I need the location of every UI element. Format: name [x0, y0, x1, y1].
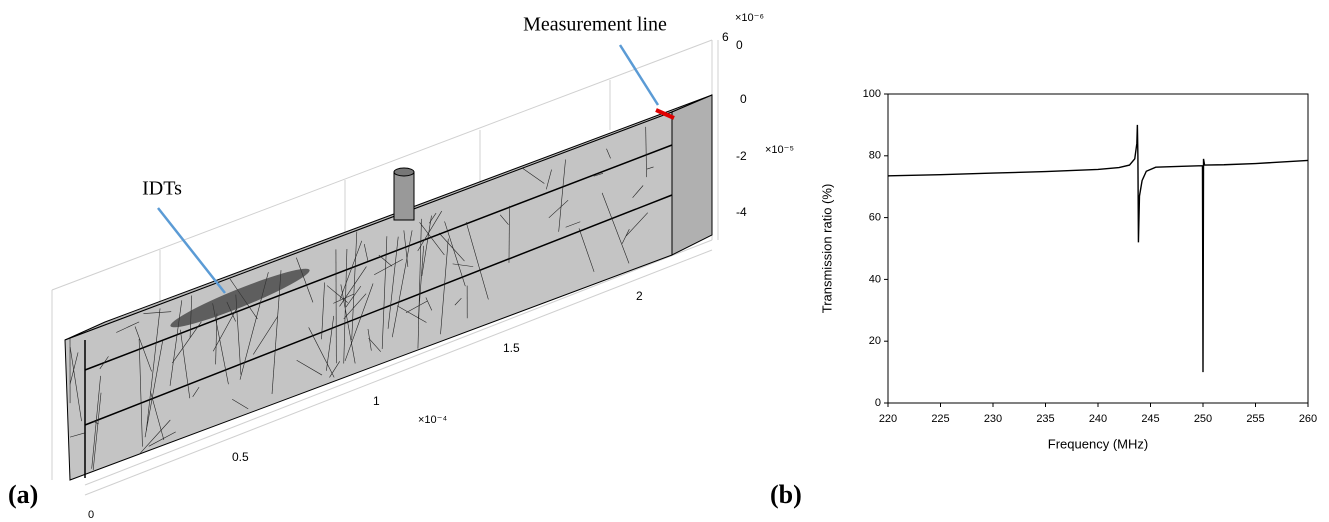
y-tick-label: 100 — [863, 88, 881, 100]
y-tick-label: 40 — [869, 273, 881, 285]
tick-label: 2 — [636, 289, 643, 303]
tick-label: 0 — [736, 38, 743, 52]
tick-label: 0 — [88, 509, 94, 521]
axis-multiplier: ×10⁻⁶ — [735, 12, 764, 24]
axis-multiplier: ×10⁻⁵ — [765, 144, 794, 156]
annotation: IDTs — [142, 178, 182, 200]
tick-label: -4 — [736, 205, 747, 219]
panel-label: (b) — [770, 480, 802, 509]
x-tick-label: 260 — [1299, 413, 1317, 425]
y-tick-label: 60 — [869, 212, 881, 224]
y-tick-label: 20 — [869, 335, 881, 347]
x-tick-label: 240 — [1089, 413, 1107, 425]
tick-label: 1.5 — [503, 341, 520, 355]
mesh-block — [64, 94, 713, 481]
y-tick-label: 80 — [869, 150, 881, 162]
tick-label: -2 — [736, 149, 747, 163]
data-line — [887, 124, 1309, 373]
x-tick-label: 245 — [1141, 413, 1159, 425]
tick-label: 0.5 — [232, 450, 249, 464]
x-tick-label: 250 — [1194, 413, 1212, 425]
x-tick-label: 230 — [984, 413, 1002, 425]
tick-label: 6 — [722, 30, 729, 44]
chart: 0 20 40 60 80 100 220 225 230 235 240 245 250 255 260 F… — [819, 88, 1317, 452]
tick-label: 1 — [373, 394, 380, 408]
x-tick-label: 235 — [1036, 413, 1054, 425]
x-axis-label: Frequency (MHz) — [1048, 436, 1148, 451]
y-tick-label: 0 — [875, 397, 881, 409]
x-tick-label: 220 — [879, 413, 897, 425]
plot-frame — [887, 93, 1309, 404]
axes-3d-background — [51, 39, 719, 496]
x-tick-label: 255 — [1246, 413, 1264, 425]
axis-multiplier: ×10⁻⁴ — [418, 414, 447, 426]
annotation-arrows — [157, 44, 660, 294]
panel-label: (a) — [8, 480, 38, 509]
annotation: Measurement line — [523, 14, 667, 36]
y-axis-label: Transmission ratio (%) — [819, 184, 834, 314]
x-tick-label: 225 — [931, 413, 949, 425]
tick-label: 0 — [740, 92, 747, 106]
